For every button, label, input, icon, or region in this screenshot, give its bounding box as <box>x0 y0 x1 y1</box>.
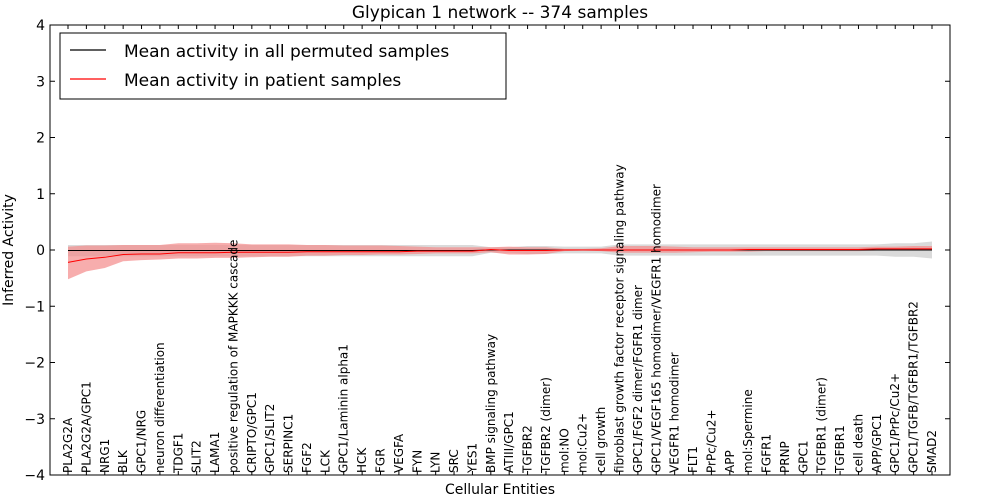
x-category-label: FGF2 <box>300 442 314 473</box>
x-category-label: VEGFA <box>392 433 406 473</box>
x-category-label: NRG1 <box>98 439 112 473</box>
x-category-label: HCK <box>355 447 369 473</box>
x-category-label: FYN <box>410 450 424 473</box>
x-category-label: SRC <box>447 449 461 473</box>
x-category-label: ATIII/GPC1 <box>502 411 516 473</box>
y-tick-label: 1 <box>36 187 45 203</box>
confidence-bands <box>68 241 932 280</box>
band-series-1 <box>68 242 932 280</box>
x-category-label: CRIPTO/GPC1 <box>245 392 259 473</box>
legend: Mean activity in all permuted samples Me… <box>59 32 507 100</box>
y-tick-label: 4 <box>36 18 45 34</box>
y-tick-label: −1 <box>24 299 45 315</box>
legend-label-permuted: Mean activity in all permuted samples <box>124 42 449 62</box>
x-category-label: BLK <box>116 449 130 473</box>
x-category-label: GPC1/Laminin alpha1 <box>337 344 351 473</box>
chart-title: Glypican 1 network -- 374 samples <box>352 3 648 23</box>
y-tick-label: 0 <box>36 243 45 259</box>
legend-box <box>59 32 507 100</box>
x-category-label: TGFBR2 (dimer) <box>539 377 553 474</box>
x-category-label: LYN <box>429 452 443 473</box>
line-series-1 <box>67 248 932 263</box>
y-tick-label: 2 <box>36 131 45 147</box>
x-category-label: neuron differentiation <box>153 342 167 473</box>
x-category-label: GPC1/NRG <box>135 410 149 473</box>
x-category-label: FLT1 <box>686 446 700 473</box>
y-tick-label: 3 <box>36 74 45 90</box>
x-category-label: SMAD2 <box>925 430 939 473</box>
x-category-label: PLA2G2A/GPC1 <box>79 381 93 473</box>
x-category-label: YES1 <box>465 443 479 474</box>
series-lines <box>67 248 932 263</box>
x-axis: PLA2G2A PLA2G2A/GPC1 NRG1 BLK GPC1/NRG neuron… <box>61 25 939 475</box>
x-category-label: fibroblast growth factor receptor signal… <box>612 164 626 473</box>
x-category-label: TGFBR1 (dimer) <box>815 377 829 474</box>
x-category-label: GPC1/PrPc/Cu2+ <box>888 373 902 473</box>
x-category-label: FGFR1 <box>760 434 774 473</box>
x-category-label: positive regulation of MAPKKK cascade <box>226 240 240 473</box>
x-category-label: APP <box>723 450 737 473</box>
x-category-label: GPC1/VEGF165 homodimer/VEGFR1 homodimer <box>649 184 663 473</box>
y-tick-label: −3 <box>24 412 45 428</box>
x-category-label: BMP signaling pathway <box>484 334 498 473</box>
x-category-label: TGFBR2 <box>521 425 535 474</box>
x-category-label: GPC1 <box>796 440 810 473</box>
x-axis-label: Cellular Entities <box>445 482 555 498</box>
x-category-label: LAMA1 <box>208 432 222 473</box>
y-axis-label: Inferred Activity <box>1 194 17 306</box>
y-axis: 4 3 2 1 0 −1 −2 −3 −4 <box>24 18 950 484</box>
y-tick-label: −2 <box>24 356 45 372</box>
x-category-label: FGR <box>374 448 388 473</box>
x-category-label: TDGF1 <box>171 433 185 474</box>
x-category-label: SERPINC1 <box>282 414 296 473</box>
y-tick-label: −4 <box>24 468 45 484</box>
x-category-label: GPC1/SLIT2 <box>263 404 277 473</box>
x-category-label: GPC1/TGFB/TGFBR1/TGFBR2 <box>907 301 921 473</box>
x-category-label: mol:Spermine <box>741 389 755 473</box>
x-category-label: PLA2G2A <box>61 417 75 473</box>
x-category-label: PRNP <box>778 441 792 473</box>
x-category-label: mol:Cu2+ <box>576 413 590 473</box>
x-category-label: APP/GPC1 <box>870 414 884 473</box>
x-category-label: SLIT2 <box>190 440 204 473</box>
x-category-label: mol:NO <box>557 428 571 473</box>
x-category-label: GPC1/FGF2 dimer/FGFR1 dimer <box>631 285 645 473</box>
x-category-label: LCK <box>318 449 332 473</box>
x-category-label: PrPc/Cu2+ <box>704 409 718 473</box>
legend-label-patient: Mean activity in patient samples <box>124 71 401 91</box>
x-category-label: VEGFR1 homodimer <box>668 352 682 473</box>
x-category-label: TGFBR1 <box>833 425 847 474</box>
x-category-label: cell growth <box>594 407 608 473</box>
x-category-label: cell death <box>851 414 865 473</box>
